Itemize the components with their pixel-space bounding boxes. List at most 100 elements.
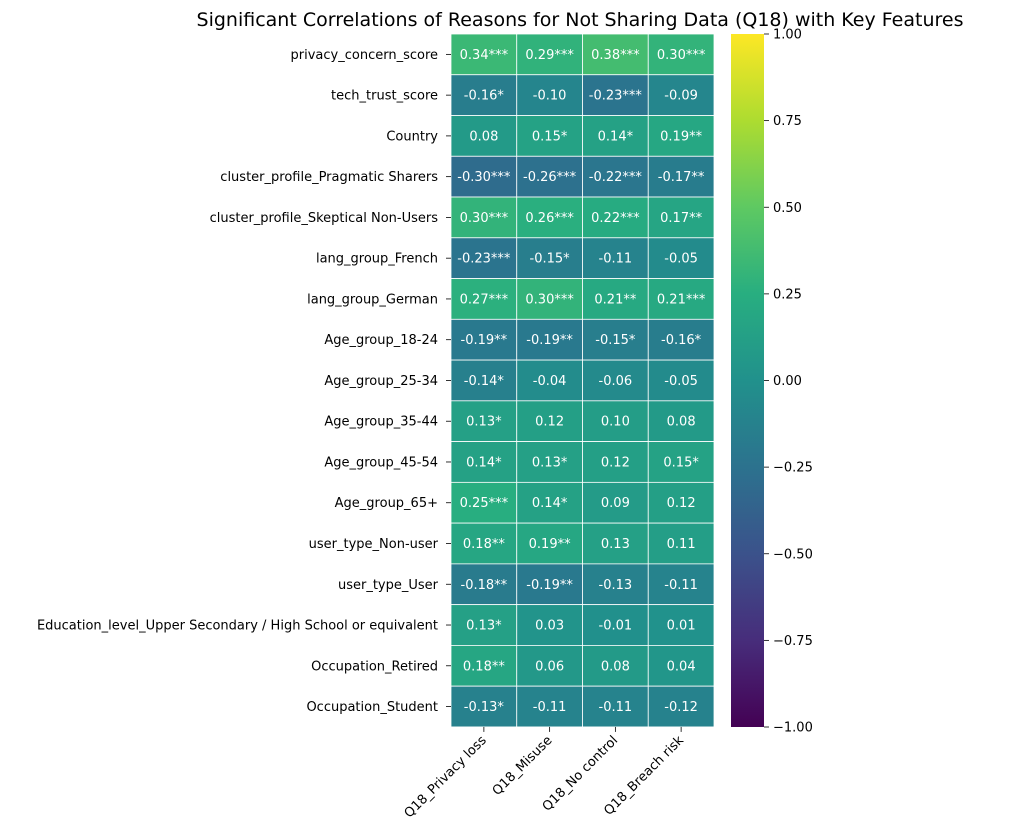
heatmap-cell (647, 400, 715, 442)
cell-value-label: 0.08 (667, 415, 696, 430)
cell-value-label: -0.19** (526, 333, 573, 348)
row-label: user_type_Non-user (309, 537, 439, 552)
row-label: Occupation_Student (306, 700, 438, 715)
cell-value-label: -0.13 (599, 578, 633, 593)
cell-value-label: 0.13* (466, 619, 502, 634)
cell-value-label: -0.05 (664, 374, 698, 389)
colorbar-tick-label: −1.00 (773, 721, 813, 736)
heatmap-cell (647, 441, 715, 483)
cell-value-label: -0.22*** (589, 170, 643, 185)
heatmap-cell (516, 685, 583, 728)
cell-value-label: 0.38*** (591, 48, 640, 63)
cell-value-label: 0.26*** (525, 211, 574, 226)
heatmap-cell (450, 33, 518, 76)
heatmap-cell (647, 359, 715, 402)
cell-value-label: 0.30*** (657, 48, 706, 63)
cell-value-label: 0.12 (535, 415, 564, 430)
row-label: lang_group_French (316, 252, 438, 267)
cell-value-label: -0.11 (599, 252, 633, 267)
row-label: user_type_User (338, 578, 439, 593)
cell-value-label: 0.21** (594, 292, 636, 307)
colorbar-gradient (731, 34, 764, 727)
cell-value-label: -0.16* (661, 333, 702, 348)
heatmap-cell (516, 522, 583, 565)
cell-value-label: 0.17** (660, 211, 702, 226)
cell-value-label: 0.09 (601, 496, 630, 511)
heatmap-cell (647, 481, 715, 524)
heatmap-cell (450, 481, 518, 524)
cell-value-label: 0.04 (667, 659, 696, 674)
cell-value-label: -0.23*** (457, 252, 511, 267)
colorbar-tick-label: 0.25 (773, 287, 802, 302)
cell-value-label: 0.01 (667, 619, 696, 634)
heatmap-cell (516, 441, 583, 483)
heatmap-cell (516, 115, 583, 157)
cell-value-label: 0.13 (601, 537, 630, 552)
heatmap-cell (516, 237, 583, 279)
heatmap-cell (516, 155, 583, 198)
heatmap-cell (647, 278, 715, 320)
colorbar-tick-label: −0.75 (773, 634, 813, 649)
heatmap-cell (647, 645, 715, 687)
cell-value-label: 0.13* (466, 415, 502, 430)
cell-value-label: 0.12 (601, 455, 630, 470)
colorbar-tick-label: 0.00 (773, 374, 802, 389)
row-label: Age_group_65+ (335, 496, 438, 511)
cell-value-label: 0.25*** (460, 496, 509, 511)
heatmap-cell (582, 563, 649, 606)
cell-value-label: 0.30*** (460, 211, 509, 226)
heatmap-cell-labels: 0.34*** 0.29*** 0.38*** 0.30*** -0.16* -0.10 -… (457, 48, 706, 715)
colorbar-tick-label: −0.50 (773, 547, 813, 562)
cell-value-label: 0.08 (469, 129, 498, 144)
cell-value-label: 0.14* (466, 455, 502, 470)
cell-value-label: 0.12 (667, 496, 696, 511)
heatmap-cell (582, 33, 649, 76)
heatmap-cell (582, 522, 649, 565)
colorbar (731, 34, 764, 727)
cell-value-label: 0.19** (660, 129, 702, 144)
heatmap-cell (450, 318, 518, 361)
cell-value-label: -0.19** (526, 578, 573, 593)
cell-value-label: -0.15* (595, 333, 636, 348)
row-label: Education_level_Upper Secondary / High S… (37, 619, 438, 634)
cell-value-label: -0.04 (533, 374, 567, 389)
row-label: Age_group_45-54 (324, 455, 438, 470)
heatmap-cell (582, 318, 649, 361)
heatmap-cell (450, 400, 518, 442)
cell-value-label: 0.21*** (657, 292, 706, 307)
cell-value-label: 0.27*** (460, 292, 509, 307)
cell-value-label: 0.08 (601, 659, 630, 674)
row-label: tech_trust_score (331, 89, 438, 104)
row-label: Country (386, 129, 438, 144)
cell-value-label: 0.13* (532, 455, 568, 470)
heatmap-cell (516, 196, 583, 239)
cell-value-label: 0.03 (535, 619, 564, 634)
heatmap-cell (582, 481, 649, 524)
heatmap-cells (450, 33, 715, 728)
row-label: cluster_profile_Pragmatic Sharers (220, 170, 438, 185)
cell-value-label: -0.12 (664, 700, 698, 715)
cell-value-label: -0.13* (464, 700, 505, 715)
cell-value-label: 0.11 (667, 537, 696, 552)
colorbar-tick-label: 0.75 (773, 114, 802, 129)
row-label: Age_group_35-44 (324, 415, 438, 430)
cell-value-label: -0.06 (599, 374, 633, 389)
cell-value-label: 0.18** (463, 659, 505, 674)
cell-value-label: -0.14* (464, 374, 505, 389)
heatmap-cell (450, 237, 518, 279)
heatmap-cell (647, 237, 715, 279)
heatmap-cell (516, 33, 583, 76)
cell-value-label: 0.06 (535, 659, 564, 674)
row-label: lang_group_German (307, 292, 438, 307)
row-labels: privacy_concern_score tech_trust_score Cou… (37, 48, 451, 715)
cell-value-label: -0.15* (530, 252, 571, 267)
heatmap-cell (582, 441, 649, 483)
cell-value-label: -0.16* (464, 89, 505, 104)
row-label: cluster_profile_Skeptical Non-Users (210, 211, 439, 226)
heatmap-cell (647, 155, 715, 198)
cell-value-label: -0.30*** (457, 170, 511, 185)
colorbar-ticks: 1.00 0.75 0.50 0.25 0.00 −0.25 −0.50 −0.75 −1.00 (764, 28, 813, 736)
cell-value-label: -0.26*** (523, 170, 577, 185)
row-label: Occupation_Retired (311, 659, 438, 674)
